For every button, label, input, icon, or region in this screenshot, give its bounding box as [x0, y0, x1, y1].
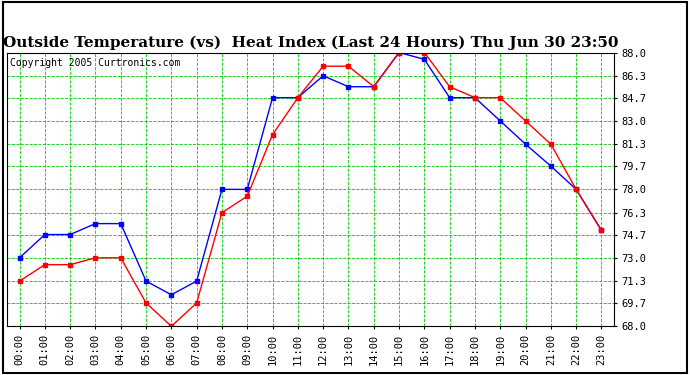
Title: Outside Temperature (vs)  Heat Index (Last 24 Hours) Thu Jun 30 23:50: Outside Temperature (vs) Heat Index (Las…	[3, 36, 618, 50]
Text: Copyright 2005 Curtronics.com: Copyright 2005 Curtronics.com	[10, 58, 180, 68]
